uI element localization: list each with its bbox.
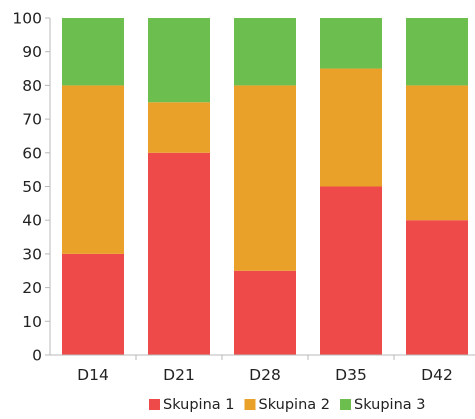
bar-d21-series-3: [148, 18, 210, 103]
y-tick-labels: 0 10 20 30 40 50 60 70 80 90 100: [12, 10, 42, 365]
y-tick-label: 0: [32, 347, 42, 365]
x-tick-label: D28: [249, 366, 281, 384]
legend: Skupina 1 Skupina 2 Skupina 3: [149, 397, 426, 413]
bar-d28-series-3: [234, 18, 296, 86]
y-tick-label: 70: [22, 111, 42, 129]
bar-d35-series-1: [320, 186, 382, 355]
bar-d28-series-2: [234, 85, 296, 271]
bar-d21-series-1: [148, 152, 210, 355]
bar-d35-series-2: [320, 68, 382, 187]
axes-group: [45, 17, 475, 360]
y-tick-label: 100: [12, 10, 42, 28]
y-tick-label: 20: [22, 279, 42, 297]
y-tick-label: 10: [22, 313, 42, 331]
bar-d42-series-1: [406, 220, 468, 355]
bar-d14-series-1: [62, 253, 124, 355]
x-tick-label: D21: [163, 366, 195, 384]
bar-d14-series-3: [62, 18, 124, 86]
y-tick-label: 60: [22, 144, 42, 162]
bar-d28-series-1: [234, 270, 296, 355]
bar-d35-series-3: [320, 18, 382, 69]
x-tick-label: D35: [335, 366, 367, 384]
bar-d42-series-2: [406, 85, 468, 221]
y-tick-label: 80: [22, 77, 42, 95]
bar-d42-series-3: [406, 18, 468, 86]
legend-swatch-series-1: [149, 399, 160, 410]
legend-label-series-1: Skupina 1: [163, 397, 235, 413]
legend-label-series-2: Skupina 2: [259, 397, 331, 413]
legend-swatch-series-3: [340, 399, 351, 410]
x-tick-labels: D14 D21 D28 D35 D42: [77, 366, 453, 384]
x-tick-label: D42: [421, 366, 453, 384]
y-tick-label: 90: [22, 43, 42, 61]
legend-swatch-series-2: [244, 399, 256, 410]
y-tick-label: 30: [22, 245, 42, 263]
x-tick-label: D14: [77, 366, 109, 384]
bars-group: [62, 18, 468, 355]
y-tick-label: 50: [22, 178, 42, 196]
bar-d21-series-2: [148, 102, 210, 153]
bar-d14-series-2: [62, 85, 124, 254]
y-tick-label: 40: [22, 212, 42, 230]
legend-label-series-3: Skupina 3: [354, 397, 426, 413]
